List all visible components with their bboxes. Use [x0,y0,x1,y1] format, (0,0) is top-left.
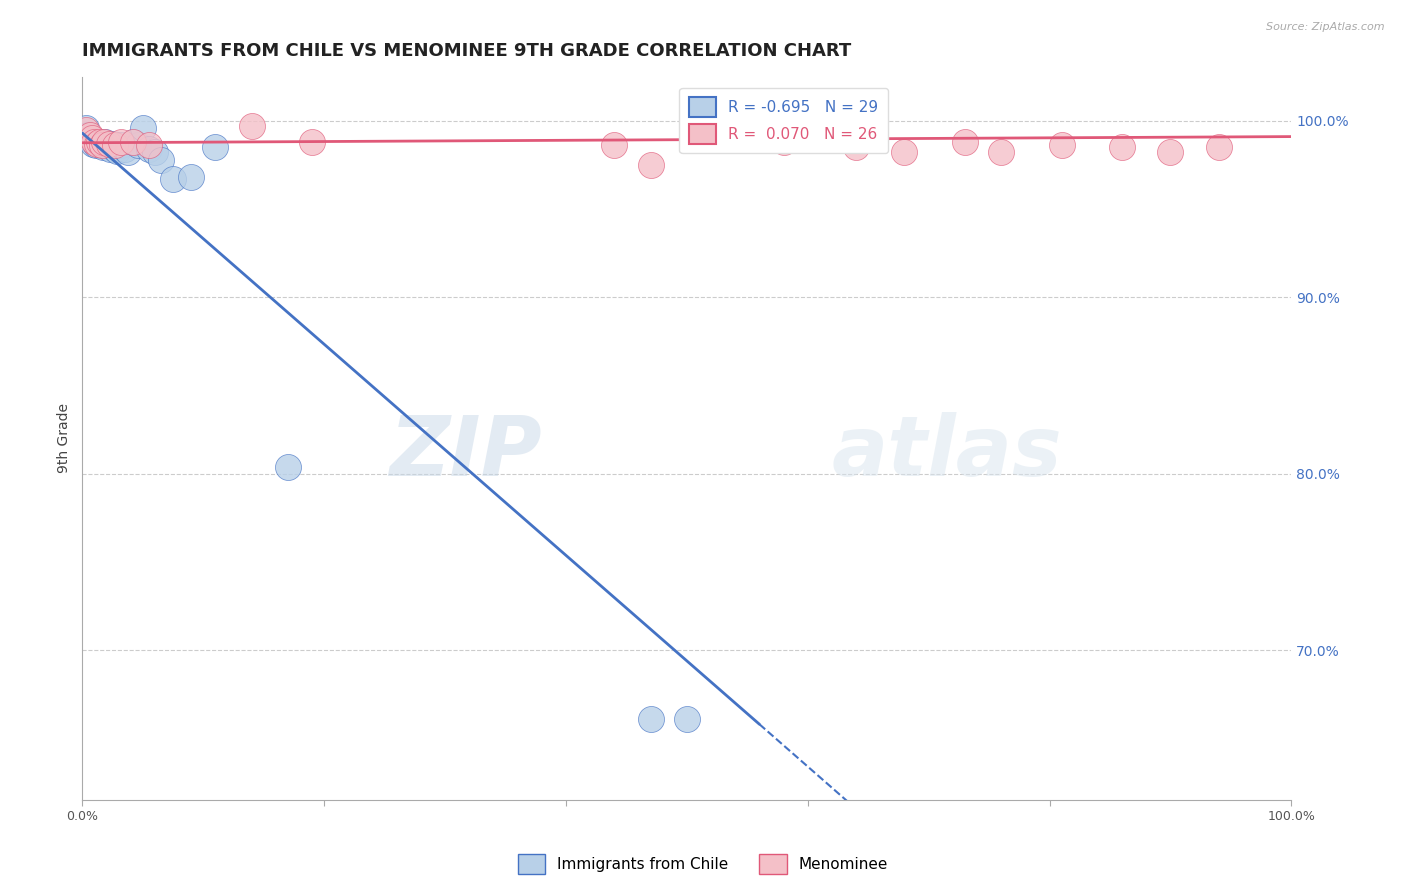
Text: ZIP: ZIP [389,412,541,493]
Point [122,135,145,149]
Point [675,712,697,726]
Point [93,135,115,149]
Point [97,138,120,153]
Point [138,138,160,153]
Point [138,142,160,156]
Point [89,135,111,149]
Legend: Immigrants from Chile, Menominee: Immigrants from Chile, Menominee [512,848,894,880]
Point [105,144,128,158]
Point [162,172,184,186]
Point [204,140,226,154]
Point [87,135,110,149]
Point [89,136,111,151]
Point [80,133,103,147]
Point [114,142,136,156]
Point [893,145,915,160]
Point [77,128,100,142]
Point [79,128,101,142]
Point [122,135,145,149]
Point [277,459,299,474]
Point [132,120,155,135]
Point [84,138,107,153]
Point [91,140,114,154]
Point [86,136,108,151]
Point [640,158,662,172]
Y-axis label: 9th Grade: 9th Grade [58,403,72,474]
Point [75,120,97,135]
Point [94,135,117,149]
Point [301,135,323,149]
Point [1050,138,1073,153]
Point [82,136,104,151]
Point [127,138,149,153]
Point [1208,140,1230,154]
Point [640,712,662,726]
Point [110,135,132,149]
Point [75,122,97,136]
Point [1111,140,1133,154]
Text: atlas: atlas [832,412,1063,493]
Point [240,119,263,133]
Point [953,135,976,149]
Point [143,145,166,160]
Point [772,135,794,149]
Point [845,140,868,154]
Point [104,142,127,156]
Point [83,135,105,149]
Point [104,138,127,153]
Point [97,136,120,151]
Point [117,145,139,160]
Point [603,138,626,153]
Point [1159,145,1181,160]
Point [149,153,172,167]
Point [90,138,112,153]
Point [98,142,121,156]
Legend: R = -0.695   N = 29, R =  0.070   N = 26: R = -0.695 N = 29, R = 0.070 N = 26 [679,87,887,153]
Point [110,138,132,153]
Point [101,136,124,151]
Text: IMMIGRANTS FROM CHILE VS MENOMINEE 9TH GRADE CORRELATION CHART: IMMIGRANTS FROM CHILE VS MENOMINEE 9TH G… [83,42,852,60]
Point [80,131,103,145]
Text: Source: ZipAtlas.com: Source: ZipAtlas.com [1267,22,1385,32]
Point [180,170,202,185]
Point [990,145,1012,160]
